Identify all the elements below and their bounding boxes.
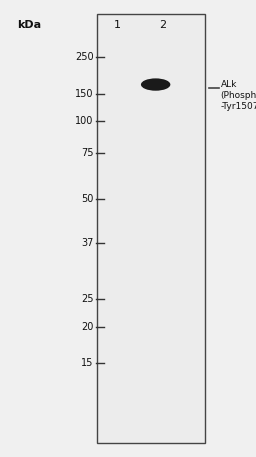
Bar: [97, 14, 205, 443]
Text: ALk
(Phospho
-Tyr1507): ALk (Phospho -Tyr1507): [221, 80, 256, 111]
Text: 50: 50: [81, 194, 93, 204]
Text: 250: 250: [75, 52, 93, 62]
Text: 1: 1: [114, 20, 121, 30]
Text: 25: 25: [81, 294, 93, 304]
Text: 75: 75: [81, 148, 93, 158]
Text: 150: 150: [75, 89, 93, 99]
Text: 2: 2: [159, 20, 166, 30]
Text: 15: 15: [81, 358, 93, 368]
Text: 37: 37: [81, 238, 93, 248]
Text: 100: 100: [75, 116, 93, 126]
Text: kDa: kDa: [17, 20, 41, 30]
Text: 20: 20: [81, 322, 93, 332]
Ellipse shape: [141, 79, 170, 91]
